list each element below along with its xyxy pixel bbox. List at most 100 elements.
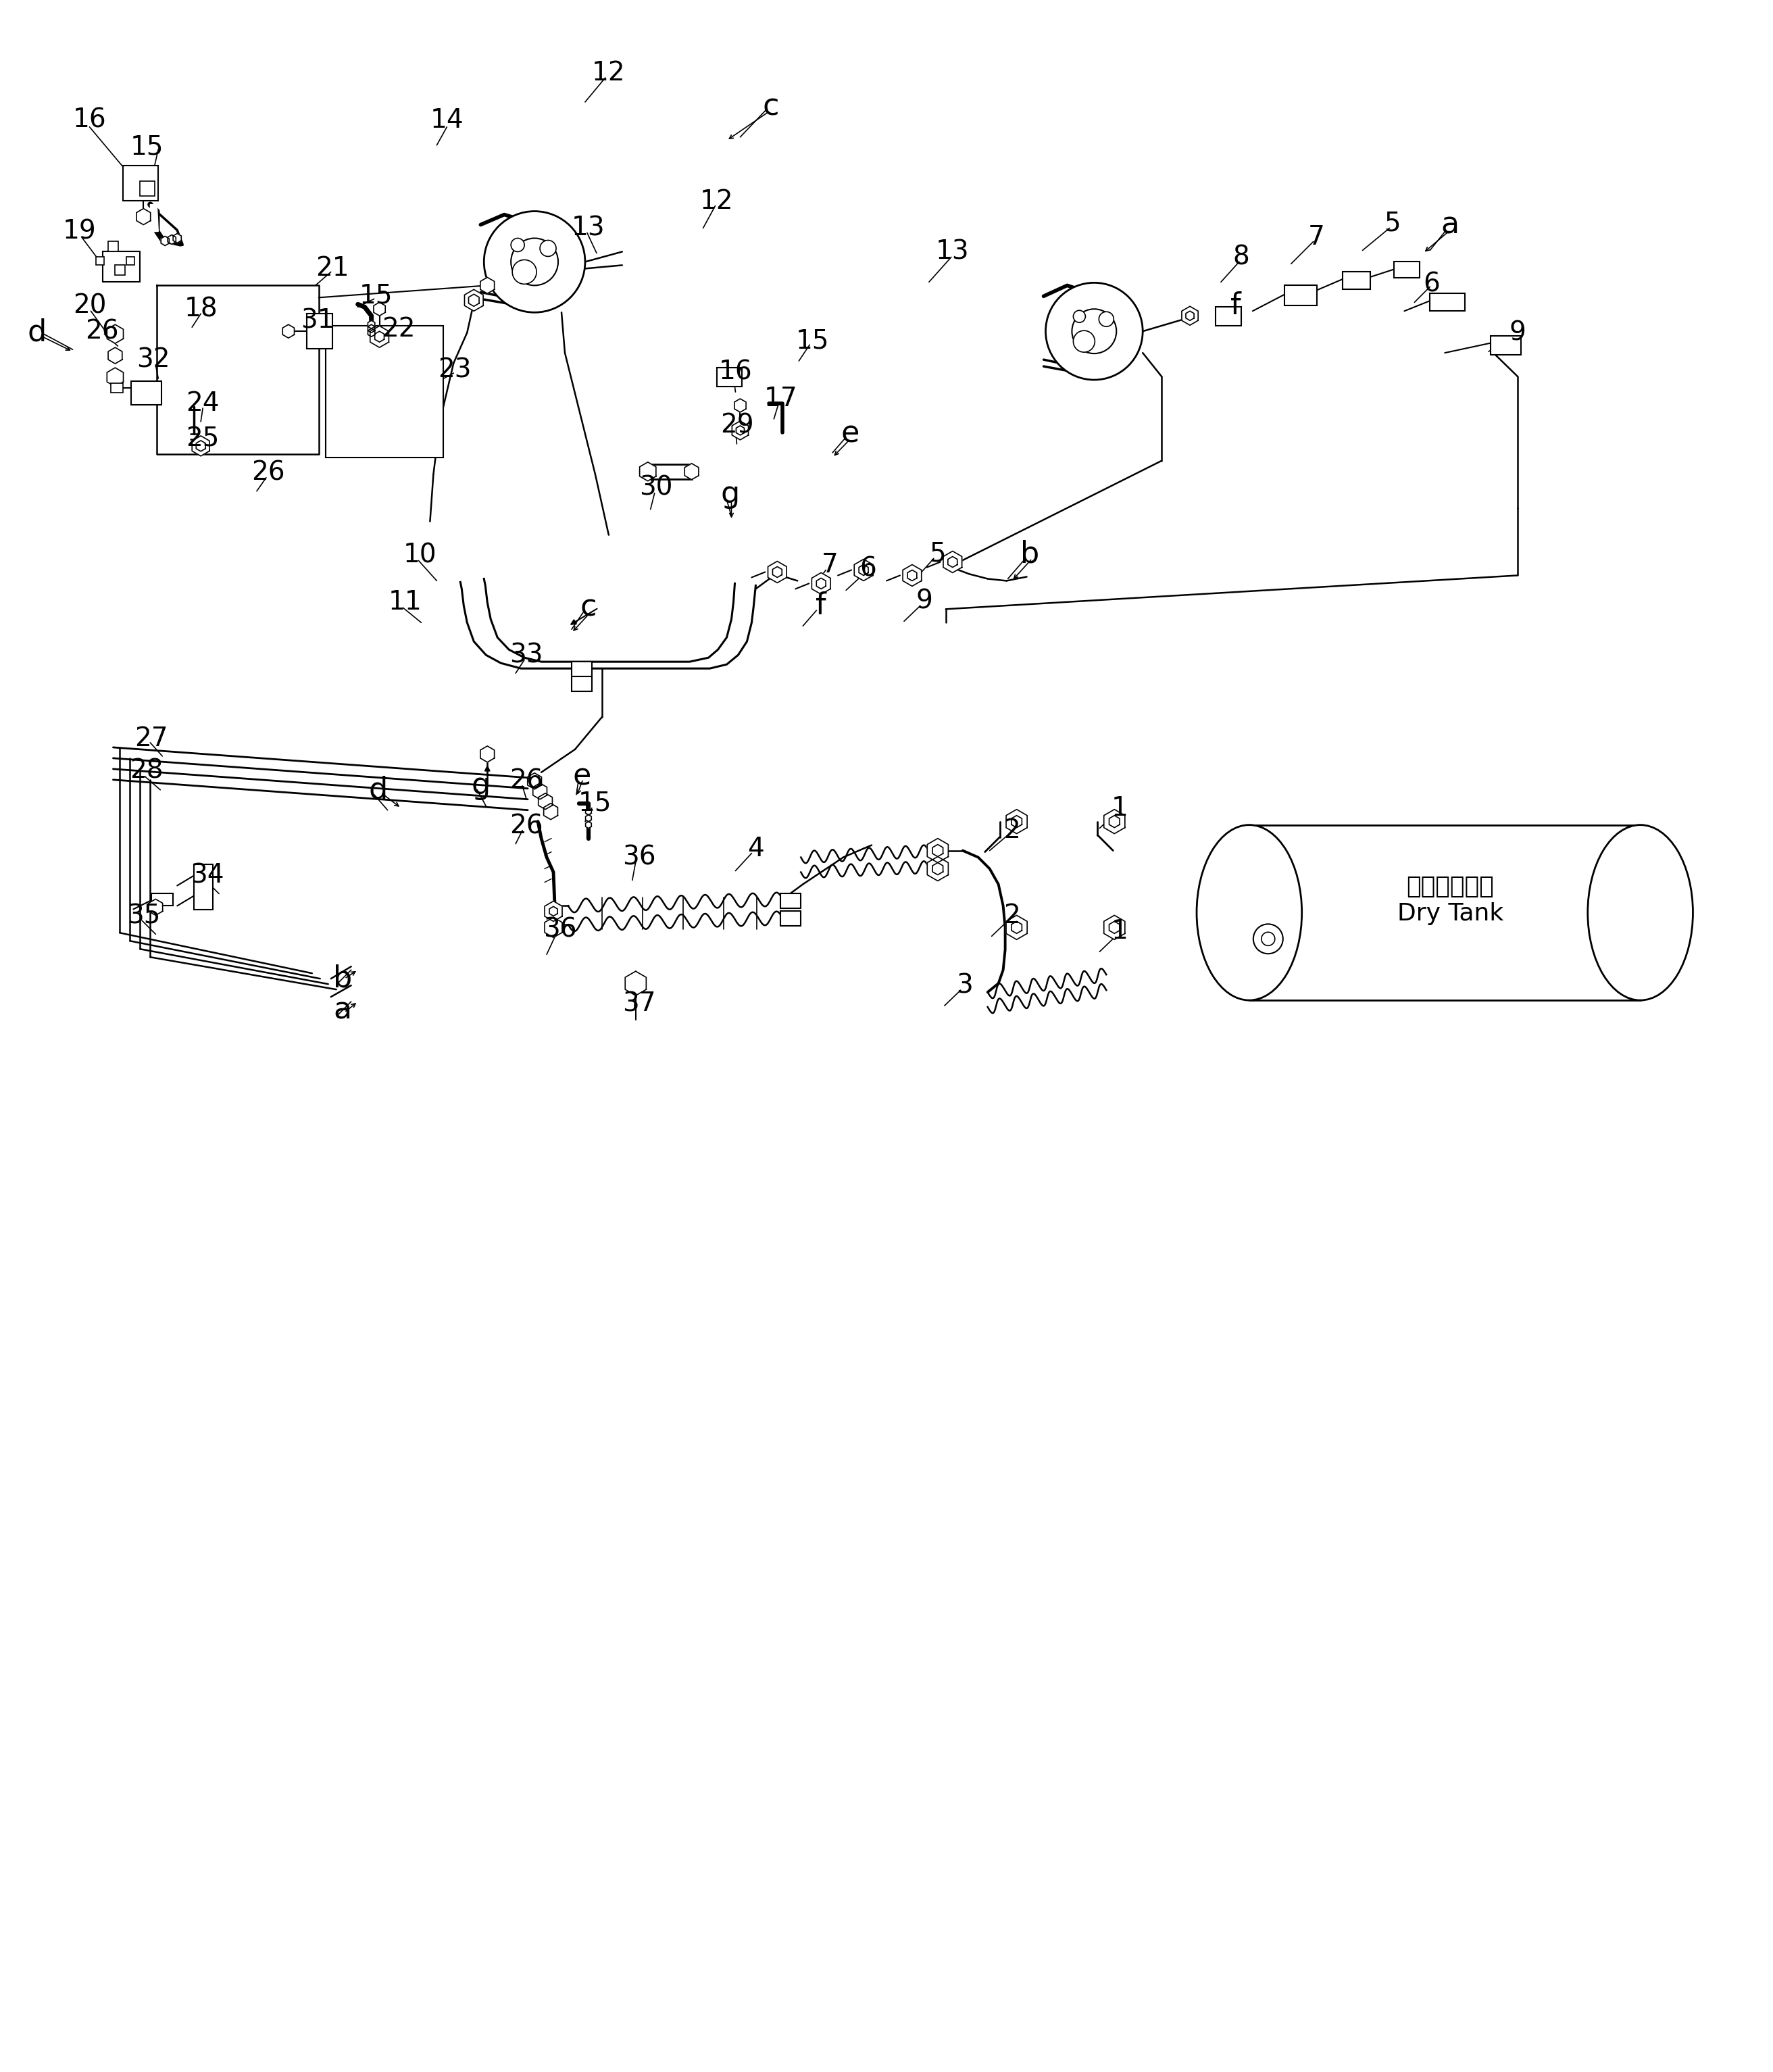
Polygon shape — [367, 329, 374, 336]
Text: 19: 19 — [62, 220, 96, 244]
Polygon shape — [1011, 816, 1021, 827]
Polygon shape — [1110, 922, 1121, 934]
Bar — [571, 661, 592, 678]
Circle shape — [723, 371, 736, 383]
Text: 7: 7 — [821, 553, 839, 578]
Text: 15: 15 — [129, 135, 163, 160]
Polygon shape — [943, 551, 963, 572]
Polygon shape — [480, 746, 495, 762]
Polygon shape — [927, 839, 949, 862]
Bar — [1250, 825, 1640, 1001]
Bar — [108, 242, 119, 251]
Text: c: c — [580, 593, 598, 622]
Text: 15: 15 — [578, 792, 612, 816]
Text: 6: 6 — [860, 555, 876, 582]
Bar — [126, 257, 135, 265]
Bar — [1342, 271, 1371, 290]
Circle shape — [1073, 311, 1085, 323]
Polygon shape — [168, 234, 176, 244]
Circle shape — [1073, 309, 1117, 354]
Text: 12: 12 — [700, 189, 734, 213]
Circle shape — [133, 387, 147, 400]
Text: d: d — [369, 775, 388, 804]
Circle shape — [541, 240, 557, 257]
Circle shape — [511, 238, 525, 251]
Polygon shape — [544, 901, 562, 922]
Circle shape — [511, 238, 558, 286]
Text: e: e — [840, 419, 860, 448]
Bar — [140, 180, 154, 195]
Text: 23: 23 — [438, 356, 472, 383]
Text: 25: 25 — [186, 427, 220, 452]
Text: 1: 1 — [1112, 918, 1128, 945]
Text: Dry Tank: Dry Tank — [1397, 903, 1504, 926]
Circle shape — [312, 323, 326, 338]
Bar — [115, 265, 126, 276]
Polygon shape — [174, 234, 181, 242]
Polygon shape — [927, 856, 949, 881]
Polygon shape — [465, 290, 484, 311]
Polygon shape — [732, 421, 748, 439]
Circle shape — [484, 211, 585, 313]
Polygon shape — [544, 804, 558, 821]
Bar — [1431, 294, 1464, 311]
Text: 16: 16 — [73, 108, 106, 133]
Bar — [326, 325, 443, 458]
Bar — [131, 381, 161, 404]
Text: 9: 9 — [917, 588, 933, 613]
Polygon shape — [585, 808, 592, 814]
Circle shape — [1254, 924, 1284, 953]
Polygon shape — [1011, 922, 1021, 934]
Polygon shape — [736, 425, 745, 435]
Bar — [1284, 286, 1317, 307]
Text: 27: 27 — [135, 725, 168, 752]
Text: ドライタンク: ドライタンク — [1406, 876, 1495, 899]
Text: 13: 13 — [571, 215, 605, 240]
Bar — [1638, 827, 1645, 999]
Text: g: g — [720, 481, 739, 510]
Circle shape — [512, 259, 537, 284]
Polygon shape — [108, 348, 122, 365]
Text: 4: 4 — [748, 835, 764, 862]
Text: 3: 3 — [956, 972, 973, 999]
Circle shape — [1261, 932, 1275, 945]
Polygon shape — [1005, 916, 1027, 939]
Text: 31: 31 — [301, 307, 333, 334]
Polygon shape — [812, 572, 830, 595]
Polygon shape — [1183, 307, 1199, 325]
Polygon shape — [949, 557, 957, 568]
Polygon shape — [106, 367, 124, 387]
Polygon shape — [684, 464, 699, 479]
Text: 6: 6 — [1424, 271, 1440, 296]
Polygon shape — [191, 435, 209, 456]
Polygon shape — [367, 321, 374, 329]
Text: 18: 18 — [184, 296, 218, 321]
Polygon shape — [282, 325, 294, 338]
Polygon shape — [106, 325, 124, 344]
Text: 29: 29 — [720, 412, 754, 439]
Bar — [307, 313, 332, 348]
Text: 11: 11 — [388, 591, 422, 615]
Text: 24: 24 — [186, 392, 220, 416]
Bar — [780, 893, 801, 908]
Text: 26: 26 — [252, 460, 285, 485]
Text: 14: 14 — [431, 108, 465, 133]
Polygon shape — [858, 564, 869, 576]
Text: 13: 13 — [936, 238, 970, 265]
Polygon shape — [773, 566, 782, 578]
Polygon shape — [374, 332, 385, 342]
Text: 26: 26 — [509, 814, 543, 839]
Text: b: b — [333, 963, 351, 992]
Bar — [1216, 307, 1241, 325]
Polygon shape — [197, 441, 206, 452]
Text: d: d — [27, 319, 46, 348]
Ellipse shape — [1197, 825, 1301, 1001]
Text: 28: 28 — [129, 758, 163, 783]
Text: 37: 37 — [622, 990, 656, 1017]
Text: f: f — [1230, 292, 1241, 321]
Polygon shape — [933, 862, 943, 874]
Text: a: a — [333, 997, 351, 1026]
Polygon shape — [528, 773, 541, 789]
Circle shape — [665, 466, 676, 477]
Text: b: b — [1021, 539, 1039, 568]
